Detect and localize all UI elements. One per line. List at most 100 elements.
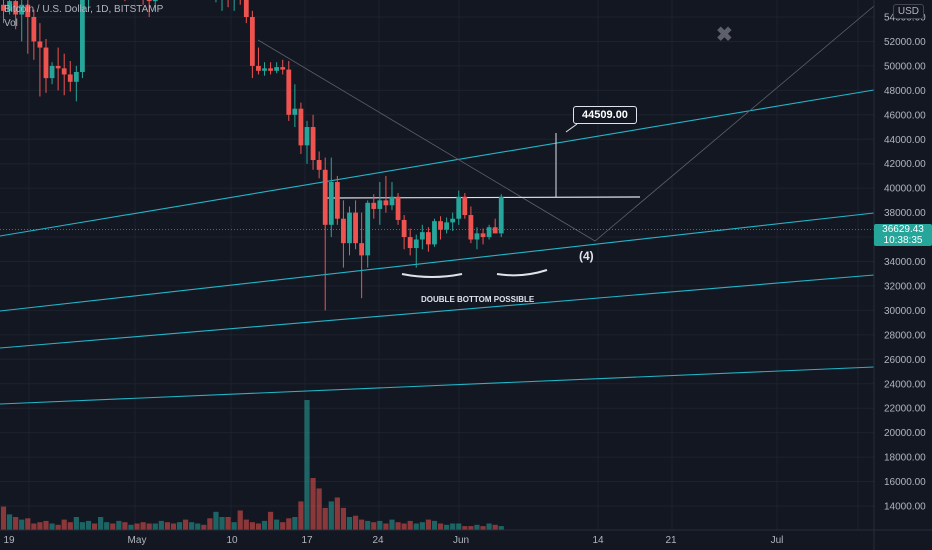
volume-bar <box>146 523 152 530</box>
candle-body <box>450 218 456 223</box>
volume-bar <box>116 520 122 530</box>
price-tick-label: 22000.00 <box>884 404 926 415</box>
candle-body <box>413 239 419 249</box>
candle-body <box>492 227 498 234</box>
bottom-arc-2 <box>496 269 548 277</box>
volume-bar <box>164 522 170 530</box>
time-tick-label: 10 <box>226 535 238 546</box>
close-icon[interactable]: ✖ <box>716 24 733 46</box>
volume-bar <box>401 523 407 530</box>
volume-bar <box>255 523 262 530</box>
volume-bar <box>480 526 486 530</box>
pattern-note: DOUBLE BOTTOM POSSIBLE <box>421 295 535 304</box>
price-tick-label: 34000.00 <box>884 257 926 268</box>
price-tick-label: 52000.00 <box>884 37 926 48</box>
currency-button[interactable]: USD <box>892 4 924 19</box>
candle-body <box>486 227 492 238</box>
volume-bar <box>110 523 116 530</box>
volume-bar <box>189 522 195 530</box>
volume-bar <box>104 522 110 530</box>
candle-body <box>262 68 267 71</box>
candle-body <box>7 1 12 11</box>
candle-body <box>146 0 152 2</box>
price-tick-label: 16000.00 <box>884 477 926 488</box>
candle-body <box>359 243 365 256</box>
volume-bar <box>359 519 365 530</box>
volume-bar <box>316 488 322 530</box>
candle-body <box>401 219 407 238</box>
volume-bar <box>231 522 237 530</box>
time-tick-label: 19 <box>3 535 15 546</box>
volume-label: Vol <box>4 18 18 29</box>
volume-bar <box>267 511 274 530</box>
time-tick-label: 14 <box>592 535 604 546</box>
volume-bar <box>122 522 128 530</box>
volume-bars <box>0 400 504 530</box>
time-tick-label: 24 <box>372 535 384 546</box>
volume-bar <box>371 522 377 530</box>
neckline <box>324 196 641 199</box>
target-price-callout: 44509.00 <box>573 106 637 124</box>
price-tick-label: 28000.00 <box>884 330 926 341</box>
price-tick-label: 18000.00 <box>884 453 926 464</box>
volume-bar <box>85 520 92 530</box>
volume-bar <box>431 520 438 530</box>
candle-body <box>73 72 79 82</box>
time-tick-label: Jun <box>453 535 469 546</box>
volume-bar <box>0 506 7 530</box>
volume-bar <box>286 518 292 530</box>
price-tick-label: 48000.00 <box>884 86 926 97</box>
volume-bar <box>158 520 164 530</box>
candle-body <box>432 221 437 245</box>
candle-body <box>298 108 304 146</box>
volume-bar <box>365 520 371 530</box>
bar-countdown: 10:38:35 <box>883 235 923 246</box>
price-tick-label: 32000.00 <box>884 281 926 292</box>
volume-bar <box>334 497 340 530</box>
time-tick-label: May <box>128 535 147 546</box>
volume-bar <box>280 522 286 530</box>
candle-body <box>365 202 371 256</box>
volume-bar <box>128 524 134 530</box>
candle-body <box>353 212 358 244</box>
candle-body <box>456 196 462 219</box>
price-tick-label: 14000.00 <box>884 502 926 513</box>
volume-bar <box>201 524 207 530</box>
volume-bar <box>67 522 73 530</box>
candle-body <box>80 0 85 73</box>
volume-bar <box>219 517 225 530</box>
volume-bar <box>183 519 189 530</box>
volume-bar <box>395 522 401 530</box>
candle-body <box>444 222 450 230</box>
volume-bar <box>43 520 49 530</box>
candle-body <box>55 65 61 69</box>
candle-body <box>407 237 413 249</box>
candle-body <box>341 218 346 244</box>
volume-bar <box>413 523 419 530</box>
candle-body <box>37 41 43 48</box>
trendline <box>0 89 874 237</box>
volume-bar <box>444 524 450 530</box>
volume-bar <box>407 520 413 530</box>
volume-bar <box>437 523 444 530</box>
volume-bar <box>13 517 19 530</box>
callout-pointer <box>565 123 578 133</box>
price-tick-label: 24000.00 <box>884 379 926 390</box>
candle-body <box>389 196 395 206</box>
price-tick-label: 50000.00 <box>884 61 926 72</box>
volume-bar <box>98 517 104 530</box>
volume-bar <box>19 519 25 530</box>
volume-bar <box>73 517 79 530</box>
price-tick-label: 30000.00 <box>884 306 926 317</box>
candle-body <box>395 196 401 220</box>
volume-bar <box>79 522 86 530</box>
volume-bar <box>207 518 213 530</box>
candle-body <box>274 67 280 71</box>
bottom-arc-1 <box>401 273 463 278</box>
volume-bar <box>340 507 347 530</box>
volume-bar <box>152 523 158 530</box>
volume-bar <box>37 522 43 530</box>
last-price-tag: 36629.43 10:38:35 <box>874 224 932 246</box>
time-tick-label: Jul <box>771 535 784 546</box>
